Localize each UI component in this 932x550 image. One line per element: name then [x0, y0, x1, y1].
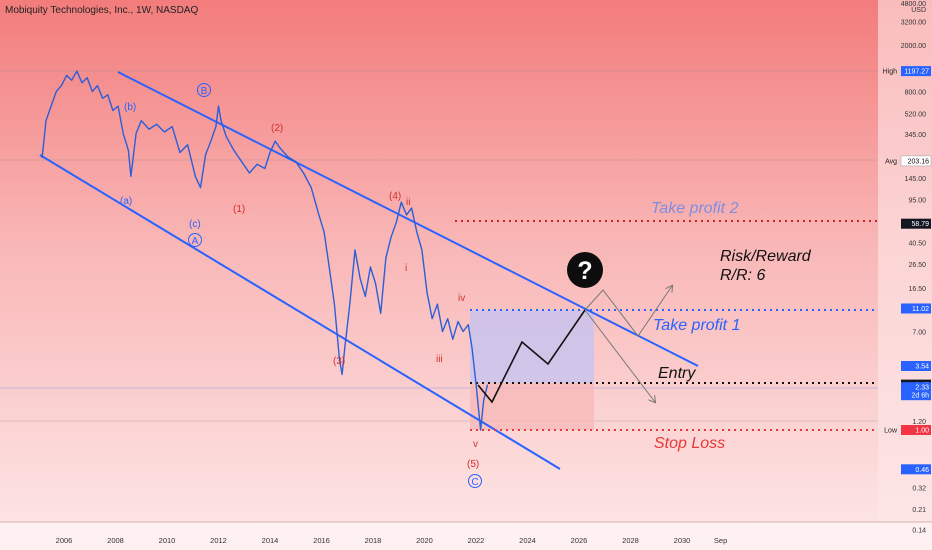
time-tick-label: 2008 [107, 536, 124, 545]
price-badge-value: 1.00 [915, 428, 929, 435]
risk-reward-label: Risk/Reward [720, 248, 812, 265]
price-line [41, 70, 489, 431]
wave-label-2: (2) [271, 123, 283, 134]
wave-label-4: (4) [389, 191, 401, 202]
rr-value-label: R/R: 6 [720, 267, 765, 284]
price-tick-label: 145.00 [905, 176, 927, 183]
time-tick-label: 2028 [622, 536, 639, 545]
price-badge-label: Low [884, 428, 898, 435]
wave-circle-C [468, 474, 482, 488]
question-mark: ? [577, 257, 592, 285]
wave-label-C: C [471, 477, 478, 488]
price-tick-label: 0.32 [912, 486, 926, 493]
stop-loss-label: Stop Loss [654, 435, 725, 452]
wave-label-ii: ii [406, 197, 410, 208]
wave-label-iv: iv [458, 293, 465, 304]
price-badge: 1197.27 High [883, 66, 931, 77]
time-tick-label: 2016 [313, 536, 330, 545]
price-badge: 203.16 Avg [885, 155, 932, 167]
wave-circle-A [188, 233, 202, 247]
price-tick-label: 7.00 [912, 330, 926, 337]
projected-path [477, 309, 586, 404]
price-tick-label: 520.00 [905, 111, 927, 118]
time-tick-label: 2030 [674, 536, 691, 545]
price-badge: 58.79 [901, 218, 931, 229]
wave-label-3: (3) [333, 356, 345, 367]
target-zone [470, 310, 594, 383]
price-badge-value: 58.79 [911, 221, 929, 228]
wave-label-iii: iii [436, 354, 443, 365]
time-tick-label: 2024 [519, 536, 536, 545]
price-tick-label: 2000.00 [901, 43, 926, 50]
wave-label-a: (a) [120, 196, 132, 207]
time-tick-label: 2012 [210, 536, 227, 545]
price-tick-label: 16.50 [908, 286, 926, 293]
time-tick-label: 2026 [571, 536, 588, 545]
price-badge: 11.02 [901, 303, 931, 314]
price-tick-label: 0.14 [912, 528, 926, 535]
channel-upper-line [117, 71, 699, 367]
time-tick-label: 2006 [56, 536, 73, 545]
time-axis[interactable]: 2006 2008 2010 2012 2014 2016 2018 2020 2022 2024… [56, 536, 728, 545]
price-badge: 0.46 [901, 464, 931, 475]
channel-lower-line [39, 154, 561, 470]
wave-label-b: (b) [124, 102, 136, 113]
price-tick-label: 800.00 [905, 90, 927, 97]
time-tick-label: 2014 [262, 536, 279, 545]
price-badge-countdown: 2d 6h [911, 393, 929, 400]
price-badge: 3.54 [901, 361, 931, 371]
price-badge: 1.00 Low [884, 425, 931, 435]
price-tick-label: 95.00 [908, 197, 926, 204]
time-tick-label: 2010 [159, 536, 176, 545]
price-tick-label: 0.21 [912, 507, 926, 514]
time-tick-label: Sep [714, 536, 727, 545]
wave-label-i: i [405, 263, 407, 274]
time-tick-label: 2018 [365, 536, 382, 545]
price-badge-label: Avg [885, 158, 897, 165]
wave-label-v: v [473, 439, 478, 450]
wave-label-A: A [192, 236, 199, 247]
wave-label-1: (1) [233, 204, 245, 215]
price-badge-label: High [883, 69, 898, 76]
take-profit-2-label: Take profit 2 [651, 200, 739, 217]
price-tick-label: 345.00 [905, 132, 927, 139]
price-tick-label: 26.50 [908, 262, 926, 269]
price-tick-label: 40.50 [908, 241, 926, 248]
price-badge-value: 3.54 [915, 364, 929, 371]
time-axis-background [0, 522, 932, 550]
wave-label-5: (5) [467, 459, 479, 470]
currency-label: USD [911, 7, 926, 14]
price-badge-value: 0.46 [915, 467, 929, 474]
price-badges: 1197.27High203.16Avg58.7911.023.542.452.… [883, 66, 932, 475]
wave-circle-B [197, 83, 211, 97]
stop-zone [470, 383, 594, 430]
question-badge [567, 252, 603, 288]
wave-label-c: (c) [189, 219, 201, 230]
chart-title: Mobiquity Technologies, Inc., 1W, NASDAQ [5, 5, 199, 16]
time-tick-label: 2020 [416, 536, 433, 545]
price-tick-label: 1.20 [912, 419, 926, 426]
entry-label: Entry [658, 365, 696, 382]
price-tick-label: 4800.00 [901, 1, 926, 8]
price-badge-value: 1197.27 [904, 69, 929, 76]
price-axis-background [878, 0, 932, 522]
price-badge-value: 203.16 [908, 158, 930, 165]
price-tick-label: 3200.00 [901, 19, 926, 26]
time-tick-label: 2022 [468, 536, 485, 545]
wave-label-B: B [201, 86, 208, 97]
scenario-path-up [584, 286, 672, 337]
price-badge-value: 11.02 [912, 306, 929, 313]
take-profit-1-label: Take profit 1 [653, 317, 740, 334]
scenario-path-down [584, 309, 655, 402]
price-badge-value: 2.33 [915, 385, 929, 392]
